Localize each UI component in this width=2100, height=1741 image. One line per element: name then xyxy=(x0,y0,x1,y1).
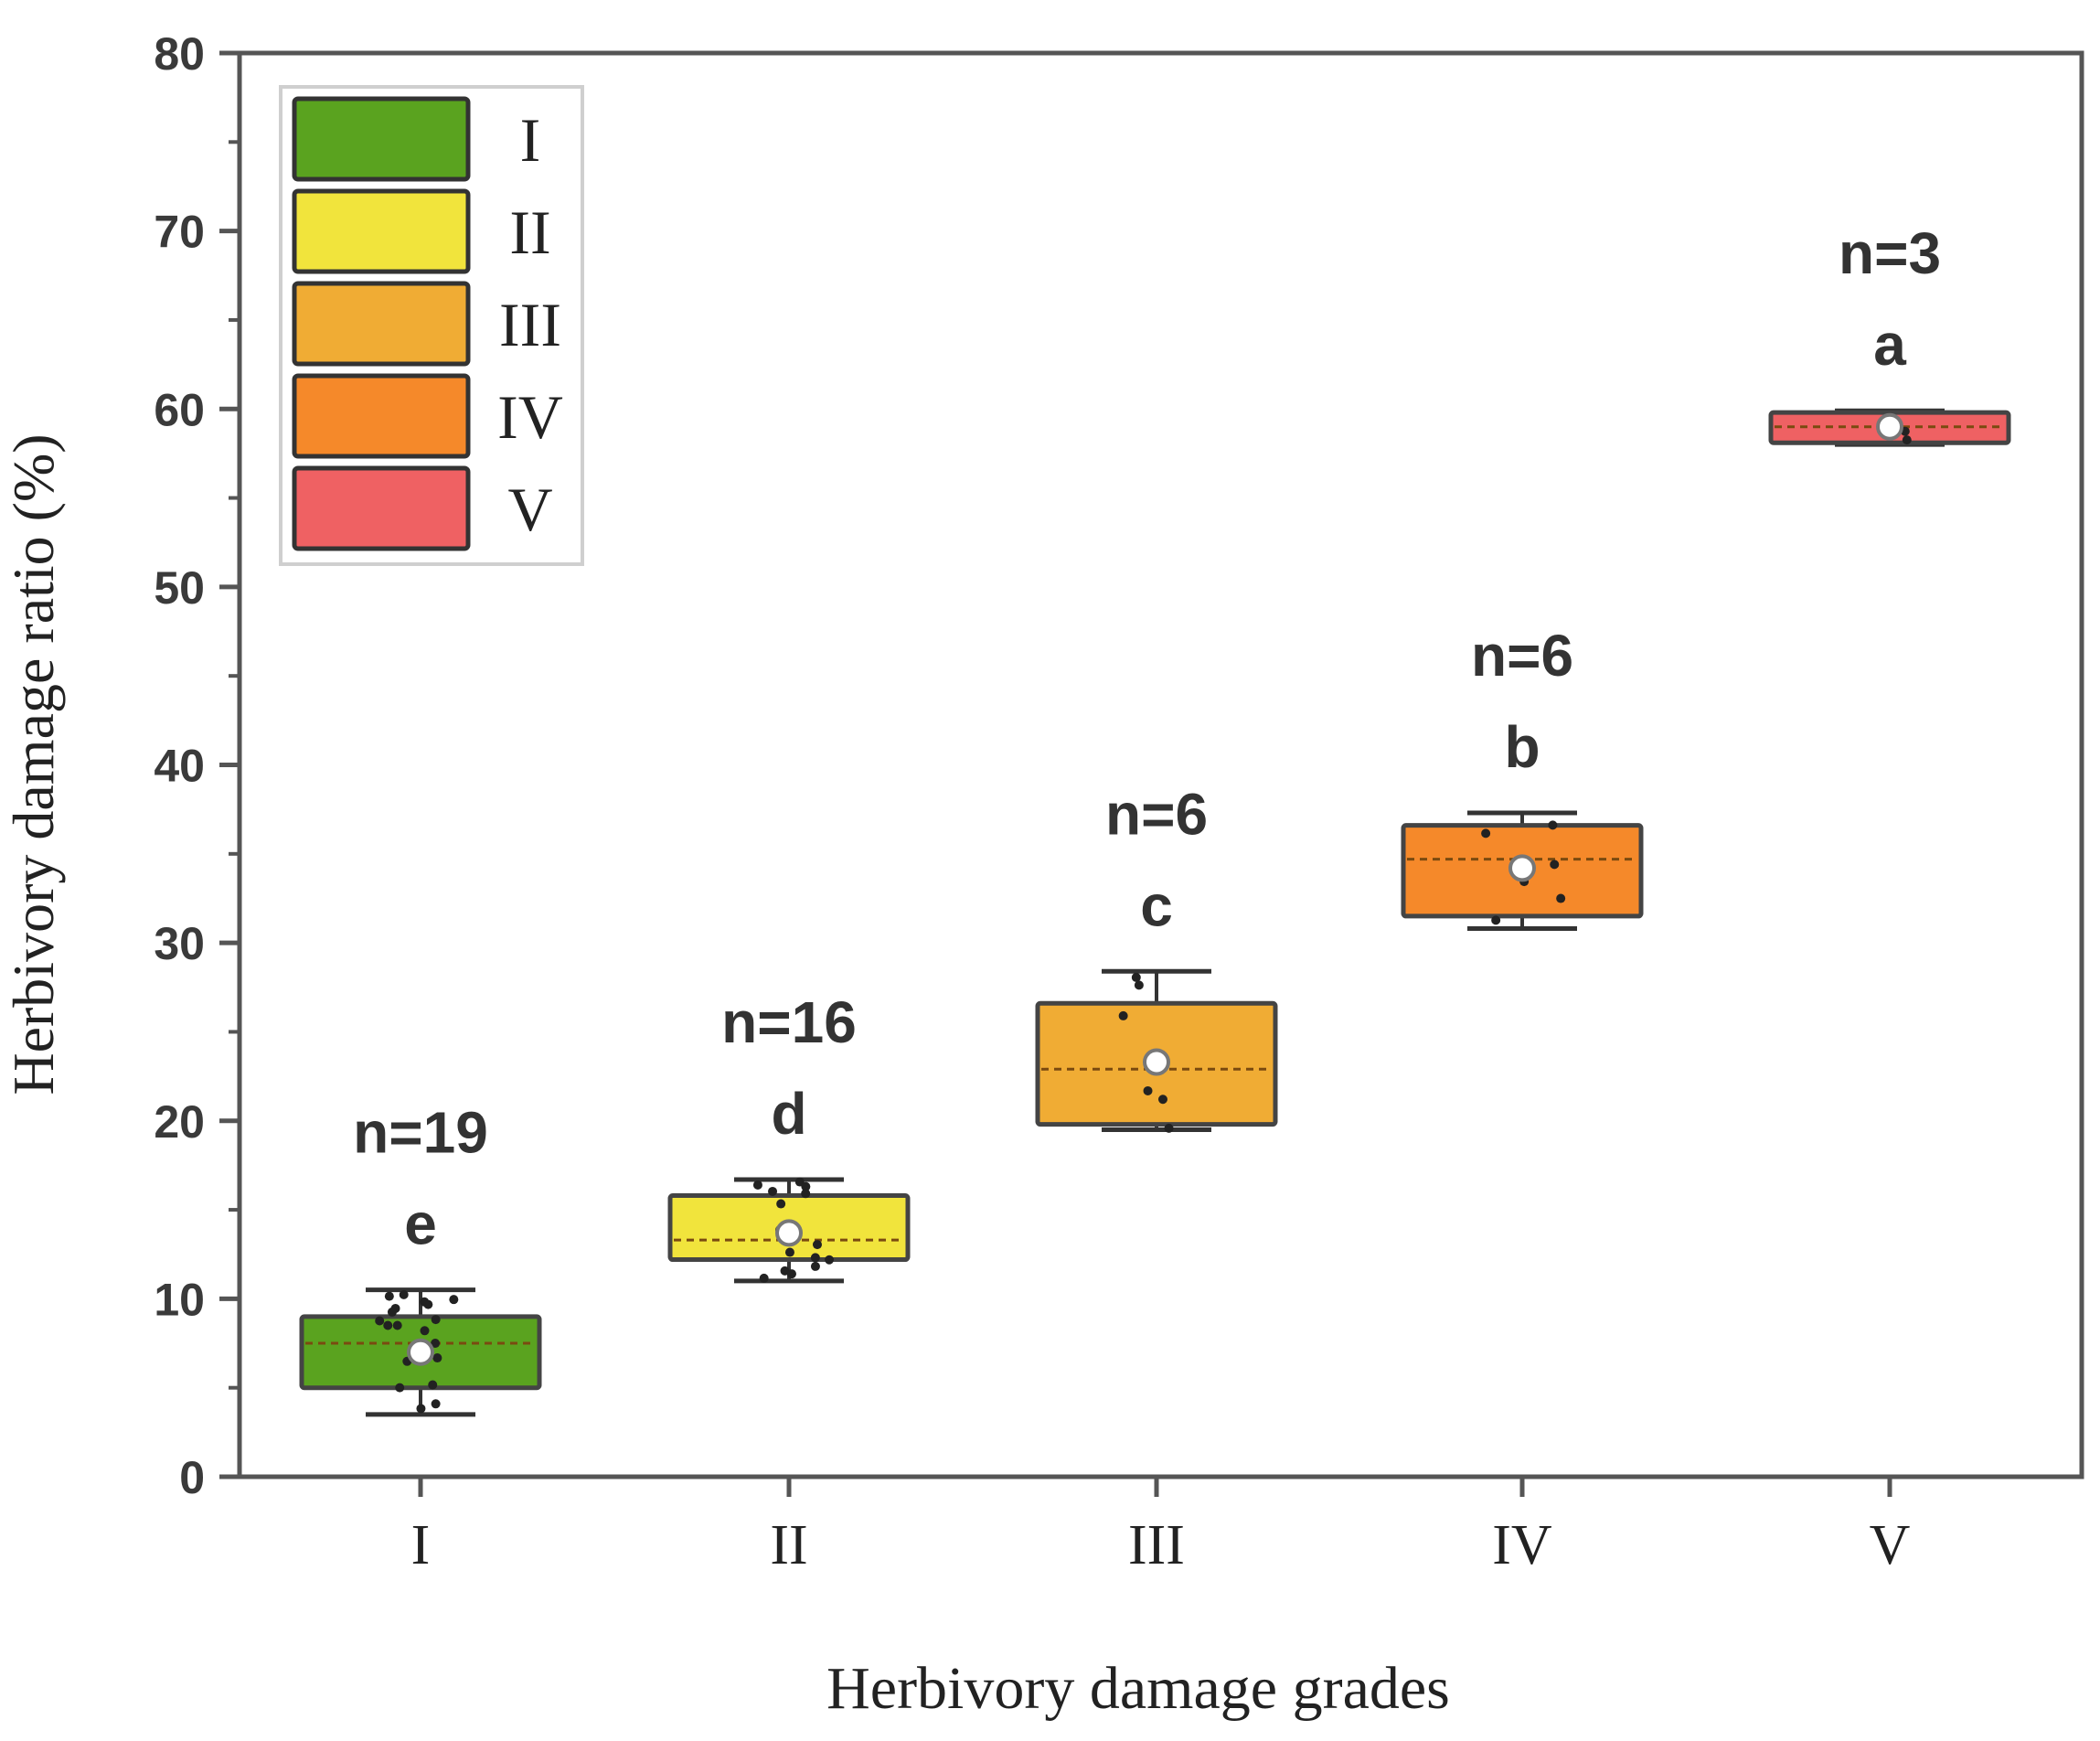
data-point xyxy=(384,1291,394,1301)
mean-marker xyxy=(407,1338,434,1366)
data-point xyxy=(768,1186,778,1196)
mean-marker xyxy=(1143,1048,1170,1076)
box-II xyxy=(667,1177,911,1284)
significance-letter: c xyxy=(1140,872,1173,938)
x-tick-label: IV xyxy=(1492,1514,1552,1576)
legend-swatch xyxy=(292,188,471,274)
y-tick-label: 30 xyxy=(154,918,205,969)
data-point xyxy=(1157,1095,1167,1105)
box-III xyxy=(1035,968,1278,1133)
data-point xyxy=(810,1253,820,1263)
data-point xyxy=(432,1353,442,1363)
data-point xyxy=(431,1399,441,1409)
data-point xyxy=(420,1326,430,1336)
legend-swatch xyxy=(292,96,471,182)
data-point xyxy=(1491,915,1501,925)
data-point xyxy=(784,1247,794,1257)
data-point xyxy=(395,1383,405,1393)
data-point xyxy=(752,1180,762,1190)
legend-label: III xyxy=(499,290,561,359)
x-axis: I II III IV V xyxy=(411,1477,1911,1576)
data-point xyxy=(801,1181,811,1191)
data-point xyxy=(1134,980,1144,990)
data-point xyxy=(801,1189,811,1199)
data-point xyxy=(375,1316,385,1326)
x-tick-label: I xyxy=(411,1514,431,1576)
data-point xyxy=(1550,860,1560,870)
data-point xyxy=(431,1315,441,1325)
sample-size-label: n=6 xyxy=(1471,623,1573,689)
data-point xyxy=(416,1404,426,1414)
box-IV xyxy=(1401,810,1644,932)
legend-swatch xyxy=(292,373,471,459)
x-axis-title: Herbivory damage grades xyxy=(826,1655,1450,1722)
data-point xyxy=(449,1295,459,1305)
legend-label: IV xyxy=(497,382,563,452)
y-tick-label: 60 xyxy=(154,384,205,435)
sample-size-label: n=6 xyxy=(1105,781,1208,847)
data-point xyxy=(428,1380,438,1390)
data-point xyxy=(399,1289,409,1299)
box-V xyxy=(1768,408,2011,447)
data-point xyxy=(1548,820,1558,830)
data-point xyxy=(1131,972,1141,982)
y-tick-label: 50 xyxy=(154,562,205,614)
y-axis-title: Herbivory damage ratio (%) xyxy=(1,433,66,1095)
data-point xyxy=(1481,828,1491,838)
data-point xyxy=(1902,435,1912,445)
sample-size-label: n=3 xyxy=(1839,220,1941,286)
data-point xyxy=(1556,893,1566,903)
y-axis: 0 10 20 30 40 50 60 70 80 xyxy=(154,28,240,1503)
sample-size-label: n=19 xyxy=(353,1100,488,1166)
significance-letter: a xyxy=(1873,312,1906,378)
annotations: e n=19 d n=16 c n=6 b n=6 a n=3 xyxy=(353,220,1941,1256)
significance-letter: e xyxy=(404,1191,437,1257)
data-point xyxy=(1118,1010,1128,1020)
mean-marker xyxy=(775,1219,803,1247)
data-point xyxy=(780,1266,790,1276)
data-point xyxy=(392,1320,402,1330)
data-point xyxy=(1164,1123,1174,1133)
data-point xyxy=(759,1273,769,1283)
box-I xyxy=(299,1287,542,1417)
legend-swatch xyxy=(292,281,471,367)
significance-letter: d xyxy=(771,1081,806,1147)
data-point xyxy=(825,1255,835,1265)
y-tick-label: 40 xyxy=(154,741,205,792)
y-tick-label: 10 xyxy=(154,1274,205,1325)
legend-label: V xyxy=(507,475,552,544)
data-point xyxy=(387,1307,397,1317)
significance-letter: b xyxy=(1504,714,1540,780)
data-point xyxy=(383,1320,393,1330)
mean-marker xyxy=(1508,854,1536,882)
y-tick-label: 80 xyxy=(154,28,205,80)
x-tick-label: III xyxy=(1128,1514,1185,1576)
data-point xyxy=(810,1261,820,1271)
data-point xyxy=(1143,1085,1153,1095)
data-point xyxy=(420,1297,430,1307)
legend-label: II xyxy=(509,198,550,267)
box-series xyxy=(299,408,2011,1417)
mean-marker xyxy=(1876,412,1903,441)
legend-label: I xyxy=(520,105,541,175)
data-point xyxy=(786,1269,796,1279)
y-tick-label: 70 xyxy=(154,207,205,258)
x-tick-label: V xyxy=(1870,1514,1911,1576)
data-point xyxy=(776,1199,786,1209)
y-tick-label: 20 xyxy=(154,1096,205,1148)
sample-size-label: n=16 xyxy=(721,989,857,1055)
data-point xyxy=(812,1240,822,1250)
x-tick-label: II xyxy=(770,1514,807,1576)
y-tick-label: 0 xyxy=(179,1452,205,1503)
legend-swatch xyxy=(292,465,471,551)
data-point xyxy=(431,1339,441,1349)
